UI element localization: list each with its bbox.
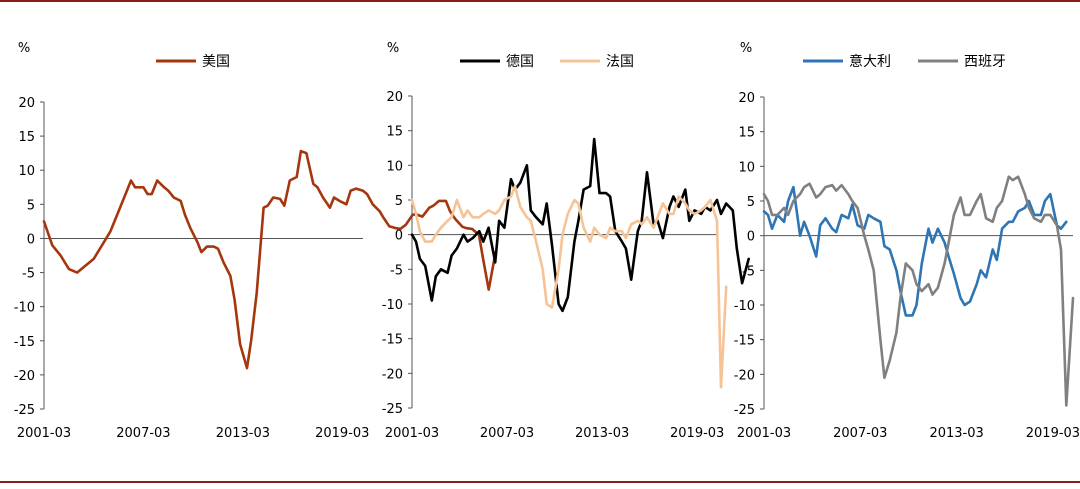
y-tick-label: 10 xyxy=(18,164,35,179)
y-tick-label: 5 xyxy=(395,194,403,209)
x-tick-label: 2013-03 xyxy=(216,426,270,441)
y-tick-label: 10 xyxy=(738,160,755,175)
x-tick-label: 2007-03 xyxy=(116,426,170,441)
y-tick-label: 10 xyxy=(386,159,403,174)
legend-label: 法国 xyxy=(606,54,634,70)
x-tick-label: 2019-03 xyxy=(1026,426,1080,441)
y-unit-label: % xyxy=(740,41,752,56)
y-tick-label: 5 xyxy=(747,195,755,210)
x-tick-label: 2001-03 xyxy=(17,426,71,441)
x-tick-label: 2013-03 xyxy=(929,426,983,441)
y-tick-label: -10 xyxy=(734,299,755,314)
y-tick-label: 20 xyxy=(386,90,403,105)
y-tick-label: -15 xyxy=(14,335,35,350)
y-tick-label: -5 xyxy=(390,263,403,278)
y-tick-label: -25 xyxy=(14,403,35,418)
y-tick-label: -15 xyxy=(734,334,755,349)
x-tick-label: 2001-03 xyxy=(385,426,439,441)
legend-label: 西班牙 xyxy=(964,54,1006,70)
y-tick-label: 0 xyxy=(395,229,403,244)
series-line-1 xyxy=(410,137,751,313)
y-tick-label: 20 xyxy=(18,96,35,111)
y-tick-label: -25 xyxy=(734,403,755,418)
y-tick-label: 5 xyxy=(27,198,35,213)
y-tick-label: -20 xyxy=(14,369,35,384)
chart-panel-2: % 20 15 10 5 0 -5 -10 -15 -20 -25 2001-03 2007-03 201… xyxy=(382,41,751,441)
y-tick-label: -20 xyxy=(382,367,403,382)
y-tick-label: -10 xyxy=(382,298,403,313)
x-tick-label: 2007-03 xyxy=(480,426,534,441)
series-line-1 xyxy=(42,149,497,370)
y-tick-label: 15 xyxy=(386,125,403,140)
series-line-2 xyxy=(762,175,1075,407)
y-unit-label: % xyxy=(387,41,399,56)
y-tick-label: 15 xyxy=(18,130,35,145)
x-tick-label: 2013-03 xyxy=(575,426,629,441)
series-line-2 xyxy=(410,184,728,389)
series-line-1 xyxy=(762,185,1068,317)
x-tick-label: 2019-03 xyxy=(315,426,369,441)
y-tick-label: -25 xyxy=(382,402,403,417)
y-unit-label: % xyxy=(18,41,30,56)
y-tick-label: -10 xyxy=(14,301,35,316)
y-tick-label: -5 xyxy=(742,264,755,279)
legend-label: 意大利 xyxy=(849,53,891,70)
y-tick-label: -20 xyxy=(734,368,755,383)
x-tick-label: 2001-03 xyxy=(737,426,791,441)
y-tick-label: 20 xyxy=(738,91,755,106)
legend-label: 美国 xyxy=(202,54,230,70)
chart-panel-3: % 20 15 10 5 0 -5 -10 -15 -20 -25 2001-03 2007-03 201… xyxy=(734,41,1080,441)
y-tick-label: 0 xyxy=(747,230,755,245)
x-tick-label: 2007-03 xyxy=(833,426,887,441)
legend-label: 德国 xyxy=(506,54,534,70)
y-tick-label: -5 xyxy=(22,267,35,282)
bottom-rule xyxy=(0,481,1080,483)
x-tick-label: 2019-03 xyxy=(670,426,724,441)
top-rule xyxy=(0,0,1080,2)
y-tick-label: 0 xyxy=(27,232,35,247)
y-tick-label: 15 xyxy=(738,126,755,141)
y-tick-label: -15 xyxy=(382,333,403,348)
